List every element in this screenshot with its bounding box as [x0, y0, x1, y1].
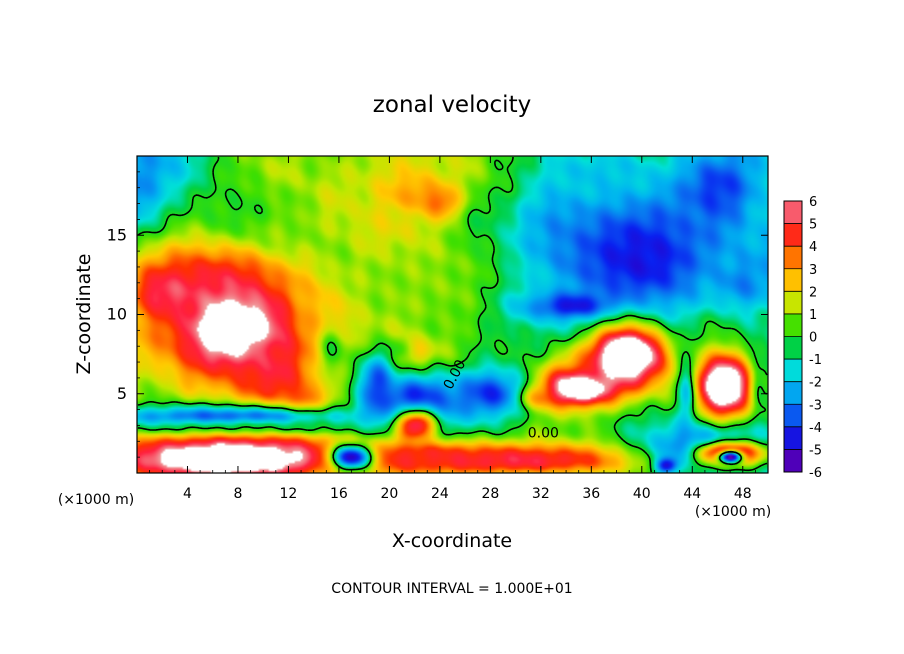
colorbar-swatch	[784, 449, 802, 472]
x-tick-label: 4	[183, 486, 192, 502]
contour-lines	[137, 156, 768, 473]
colorbar-swatch	[784, 246, 802, 269]
x-tick-label: 8	[233, 486, 242, 502]
colorbar-label: 1	[809, 308, 817, 323]
colorbar-label: -3	[809, 398, 822, 413]
colorbar-label: -5	[809, 443, 822, 458]
colorbar: -6 -5 -4 -3 -2 -1 0 1 2 3 4 5 6	[783, 195, 822, 481]
x-axis-label: X-coordinate	[392, 530, 512, 552]
x-tick-label: 48	[734, 486, 752, 502]
colorbar-label: -6	[809, 466, 822, 481]
colorbar-label: 3	[809, 263, 817, 278]
x-tick-label: 36	[582, 486, 600, 502]
x-tick-label: 40	[633, 486, 651, 502]
colorbar-swatch	[784, 359, 802, 382]
x-tick-label: 28	[481, 486, 499, 502]
contour-label: 0.00	[528, 425, 559, 441]
x-tick-label: 16	[330, 486, 348, 502]
y-axis-ticks: 5 10 15	[107, 171, 768, 458]
colorbar-swatch	[784, 223, 802, 247]
y-tick-label: 5	[117, 384, 127, 403]
x-axis-ticks: 4 8 12 16 20 24 28 32 36 40 44 48	[149, 156, 756, 502]
colorbar-label: 2	[809, 285, 817, 300]
x-tick-label: 12	[280, 486, 298, 502]
x-unit-label-right: (×1000 m)	[695, 504, 771, 520]
y-tick-label: 10	[107, 305, 127, 324]
y-tick-label: 15	[107, 225, 127, 244]
colorbar-label: 4	[809, 240, 817, 255]
colorbar-swatch	[784, 426, 802, 450]
colorbar-swatch	[784, 404, 802, 427]
contour-interval-footer: CONTOUR INTERVAL = 1.000E+01	[331, 581, 572, 597]
y-axis-label: Z-coordinate	[73, 254, 95, 375]
x-tick-label: 20	[380, 486, 398, 502]
chart-title: zonal velocity	[373, 92, 531, 118]
plot-area: 0.000.00	[136, 155, 769, 474]
colorbar-label: 5	[809, 218, 817, 233]
contour-zero	[137, 156, 768, 473]
x-tick-label: 24	[431, 486, 449, 502]
colorbar-swatch	[784, 336, 802, 360]
colorbar-swatch	[784, 313, 802, 337]
colorbar-label: -1	[809, 353, 822, 368]
colorbar-swatch	[784, 268, 802, 292]
colorbar-swatch	[784, 381, 802, 405]
x-tick-label: 32	[532, 486, 550, 502]
colorbar-label: -2	[809, 376, 822, 391]
colorbar-label: -4	[809, 421, 822, 436]
colorbar-swatch	[784, 201, 802, 224]
colorbar-swatch	[784, 291, 802, 314]
colorbar-label: 0	[809, 331, 817, 346]
colorbar-label: 6	[809, 195, 817, 210]
x-tick-label: 44	[683, 486, 701, 502]
x-unit-label-left: (×1000 m)	[58, 492, 134, 508]
heatmap-image	[137, 156, 768, 473]
